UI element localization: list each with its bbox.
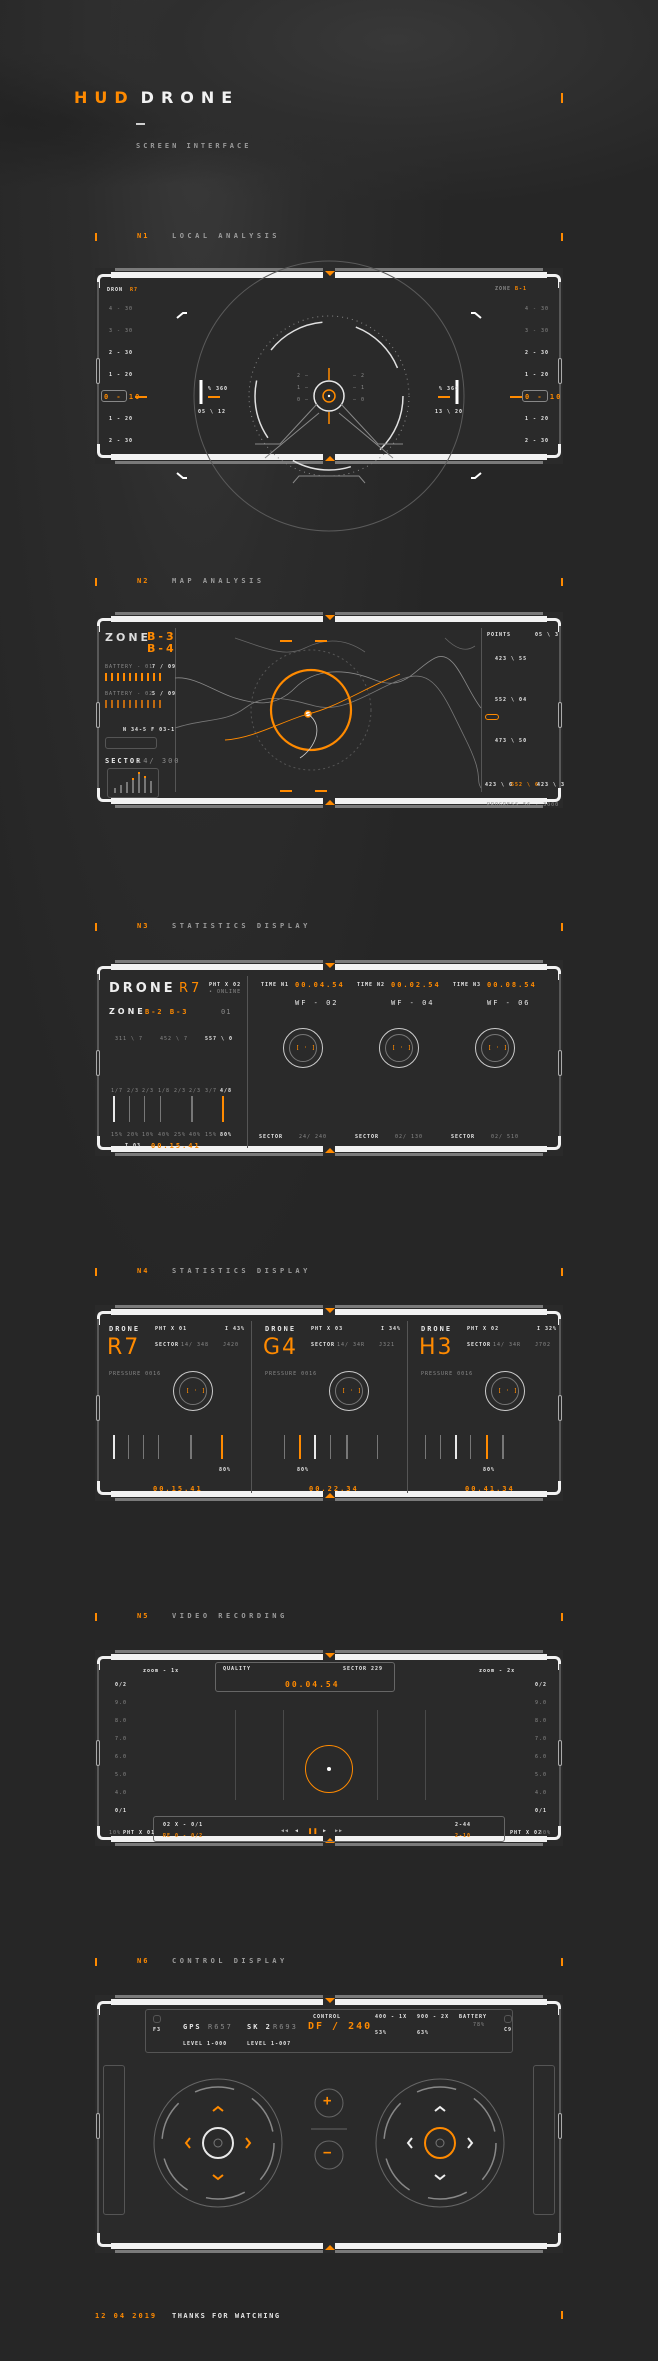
section-header-n6: N6 CONTROL DISPLAY bbox=[0, 1957, 658, 1971]
right-scroll-handle[interactable] bbox=[558, 2112, 562, 2139]
right-scroll-handle[interactable] bbox=[558, 701, 562, 728]
footer-marker bbox=[561, 2311, 563, 2319]
section-header-n5: N5 VIDEO RECORDING bbox=[0, 1612, 658, 1626]
right-scroll-handle[interactable] bbox=[558, 1049, 562, 1076]
hover-indicator-icon: [ · ] bbox=[342, 1388, 363, 1394]
timer-display: 00.15.41 bbox=[151, 1142, 201, 1150]
drone-label: DRONE bbox=[109, 981, 176, 996]
title-main: DRONE bbox=[140, 88, 240, 107]
section-header-n3: N3 STATISTICS DISPLAY bbox=[0, 922, 658, 936]
battery-2-cells bbox=[105, 700, 163, 708]
section-header-n4: N4 STATISTICS DISPLAY bbox=[0, 1267, 658, 1281]
panel-statistics-display-1: DRONE R7 PHT X 02 • ONLINE ZONE B-2 B-3 … bbox=[95, 960, 563, 1156]
panel-control-display: F3 GPS R657 SK 2 R693 LEVEL 1-000 LEVEL … bbox=[95, 1995, 563, 2253]
left-scroll-handle[interactable] bbox=[96, 1739, 100, 1766]
terrain-map[interactable] bbox=[174, 628, 482, 792]
drone-id: R7 bbox=[179, 981, 203, 996]
section-header-n1: N1 LOCAL ANALYSIS bbox=[0, 232, 658, 246]
hover-indicator-icon: [ · ] bbox=[488, 1045, 509, 1051]
title-accent: HUD bbox=[74, 88, 135, 107]
drone-card-g4[interactable]: DRONE G4 PHT X 03 I 34% SECTOR 14/ 34R J… bbox=[263, 1325, 402, 1493]
left-scroll-handle[interactable] bbox=[96, 2112, 100, 2139]
left-mode-button[interactable] bbox=[153, 2015, 161, 2023]
radar-graphic bbox=[176, 260, 482, 532]
panel-video-recording: zoom - 1x zoom - 2x QUALITY 00.04.54 SEC… bbox=[95, 1650, 563, 1846]
sector-label: SECTOR bbox=[105, 757, 143, 765]
footer-date: 12 04 2019 bbox=[95, 2312, 158, 2320]
time-column-1: TIME N1 00.04.54 WF - 02 [ · ] SECTOR 24… bbox=[259, 981, 345, 1140]
right-side-rail bbox=[533, 2065, 555, 2215]
left-joystick[interactable] bbox=[203, 2128, 233, 2158]
telemetry-bar bbox=[145, 2009, 513, 2053]
drone-card-r7[interactable]: DRONE R7 PHT X 01 I 43% SECTOR 14/ 348 J… bbox=[107, 1325, 246, 1493]
zone-id: B-1 bbox=[515, 286, 528, 292]
zone-label: ZONE bbox=[495, 286, 512, 292]
playback-bar bbox=[153, 1816, 505, 1842]
control-value: DF / 240 bbox=[308, 2021, 373, 2032]
panel-map-analysis: ZONE B-3 B-4 BATTERY - 01 7 / 09 BATTERY… bbox=[95, 612, 564, 808]
recording-timer: 00.04.54 bbox=[285, 1680, 340, 1689]
histogram bbox=[107, 768, 159, 798]
hover-indicator-icon: [ · ] bbox=[296, 1045, 317, 1051]
drone-label: DRON bbox=[107, 287, 124, 293]
prev-icon[interactable]: ◀ bbox=[295, 1828, 300, 1834]
left-scroll-handle[interactable] bbox=[96, 1394, 100, 1421]
zone-label: ZONE bbox=[105, 631, 152, 644]
right-scale-selected[interactable] bbox=[522, 390, 548, 402]
right-scroll-handle[interactable] bbox=[558, 357, 562, 384]
right-joystick[interactable] bbox=[425, 2128, 455, 2158]
hero-background bbox=[0, 0, 658, 200]
hover-indicator-icon: [ · ] bbox=[186, 1388, 207, 1394]
left-scroll-handle[interactable] bbox=[96, 1049, 100, 1076]
title-divider bbox=[136, 123, 145, 125]
panel-statistics-display-2: DRONE R7 PHT X 01 I 43% SECTOR 14/ 348 J… bbox=[95, 1305, 563, 1501]
time-column-3: TIME N3 00.08.54 WF - 06 [ · ] SECTOR 02… bbox=[451, 981, 537, 1140]
time-column-2: TIME N2 00.02.54 WF - 04 [ · ] SECTOR 02… bbox=[355, 981, 441, 1140]
next-icon[interactable]: ▶ bbox=[323, 1828, 328, 1834]
hover-indicator-icon: [ · ] bbox=[392, 1045, 413, 1051]
left-scale-selected[interactable] bbox=[101, 390, 127, 402]
left-side-rail bbox=[103, 2065, 125, 2215]
zone-label: ZONE bbox=[109, 1007, 146, 1016]
points-label: POINTS bbox=[487, 632, 512, 638]
footer-thanks: THANKS FOR WATCHING bbox=[172, 2312, 281, 2320]
section-header-n2: N2 MAP ANALYSIS bbox=[0, 577, 658, 591]
drone-id: R7 bbox=[130, 287, 139, 293]
page-title: HUD DRONE bbox=[74, 88, 239, 107]
left-scroll-handle[interactable] bbox=[96, 701, 100, 728]
right-scroll-handle[interactable] bbox=[558, 1394, 562, 1421]
skip-back-icon[interactable]: ◀◀ bbox=[281, 1828, 290, 1834]
panel-local-analysis: DRON R7 ZONE B-1 4 - 30 3 - 30 2 - 30 1 … bbox=[95, 260, 563, 532]
drone-card-h3[interactable]: DRONE H3 PHT X 02 I 32% SECTOR 14/ 34R J… bbox=[419, 1325, 558, 1493]
video-info-box bbox=[215, 1662, 395, 1692]
page-subtitle: SCREEN INTERFACE bbox=[136, 142, 252, 150]
right-mode-button[interactable] bbox=[504, 2015, 512, 2023]
target-reticle[interactable] bbox=[305, 1745, 353, 1793]
skip-forward-icon[interactable]: ▶▶ bbox=[335, 1828, 344, 1834]
point-2-tag[interactable] bbox=[485, 714, 499, 720]
hover-indicator-icon: [ · ] bbox=[498, 1388, 519, 1394]
header-marker bbox=[561, 93, 563, 103]
right-scroll-handle[interactable] bbox=[558, 1739, 562, 1766]
battery-1-cells bbox=[105, 673, 163, 681]
left-scroll-handle[interactable] bbox=[96, 357, 100, 384]
joysticks bbox=[153, 2078, 505, 2208]
pause-icon[interactable]: ❚❚ bbox=[308, 1827, 319, 1835]
